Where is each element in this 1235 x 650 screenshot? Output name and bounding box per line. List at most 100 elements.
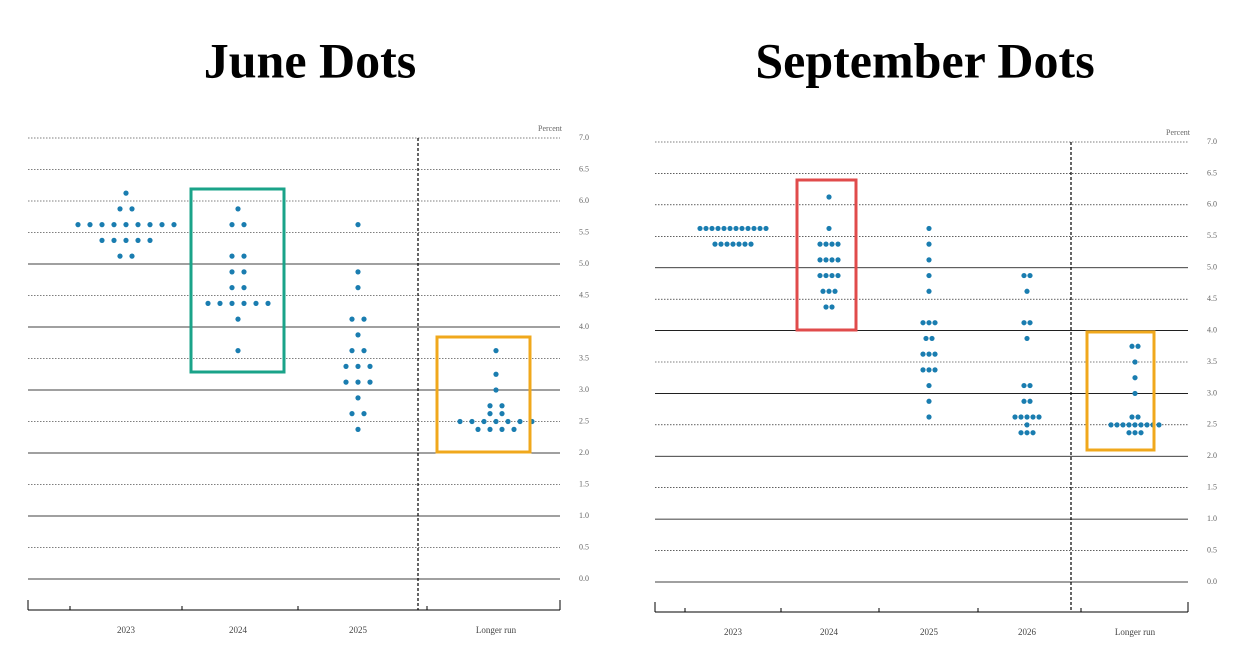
y-tick-label: 2.5 [1207,420,1217,429]
dot [829,272,835,279]
dot [1144,422,1150,428]
dot [926,351,932,357]
x-tick-label: 2024 [229,625,248,635]
dot [932,367,938,373]
dot [926,225,932,232]
dot [1024,422,1030,428]
dot [926,367,932,373]
dot [235,348,241,354]
dot [123,222,129,228]
dot [349,348,355,354]
y-tick-label: 5.5 [1207,231,1217,240]
dot [1132,422,1138,428]
dot [1135,343,1141,349]
dot [511,426,517,432]
x-tick-label: 2025 [920,627,939,637]
dot [253,300,259,306]
dot [1027,398,1033,404]
dot [932,320,938,326]
x-tick-label: Longer run [1115,627,1156,637]
dot [823,241,829,247]
dot [1021,382,1027,389]
dot [117,253,123,259]
dot [748,241,754,247]
dot [829,241,835,247]
dot [1024,414,1030,420]
dot [481,418,487,425]
dot [171,222,177,228]
y-tick-label: 3.5 [1207,357,1217,366]
dot [1021,398,1027,404]
dot [1126,430,1132,436]
dot [355,332,361,338]
dot [923,335,929,342]
dot [1012,414,1018,420]
x-tick-label: Longer run [476,625,517,635]
dot [235,206,241,212]
highlight-box [795,178,858,332]
dot [517,418,523,425]
dot [1114,422,1120,428]
dot [826,225,832,232]
dot [241,269,247,275]
dot [1108,422,1114,428]
dot [920,351,926,357]
dot [926,272,932,279]
dot [733,225,739,232]
dot [355,222,361,228]
dot [1027,382,1033,389]
y-tick-label: 4.0 [1207,325,1217,334]
dot [1027,272,1033,279]
dot [817,257,823,263]
y-tick-label: 1.0 [1207,514,1217,523]
y-tick-label: 1.5 [1207,483,1217,492]
dot [355,285,361,291]
y-tick-label: 4.5 [579,290,589,299]
y-tick-label: 3.5 [579,353,589,362]
dot [926,320,932,326]
y-tick-label: 0.5 [579,542,589,551]
dot [1030,414,1036,420]
dot [355,426,361,432]
dot [1024,288,1030,294]
dot [1018,430,1024,436]
y-tick-label: 6.0 [579,196,589,205]
y-tick-label: 1.0 [579,511,589,520]
dot [920,320,926,326]
dot [135,222,141,228]
dot [1036,414,1042,420]
dot [1120,422,1126,428]
dot [1021,320,1027,326]
y-axis-label: Percent [1166,128,1191,137]
y-tick-label: 0.5 [1207,545,1217,554]
dot [757,225,763,232]
dot [99,222,105,228]
dot [920,367,926,373]
dot [349,411,355,417]
dot [367,363,373,369]
y-tick-label: 4.0 [579,322,589,331]
dot [1030,430,1036,436]
dot [241,300,247,306]
dot [265,300,271,306]
dot [697,225,703,232]
dot [123,237,129,243]
dot [117,206,123,212]
dot [926,398,932,404]
dot [1132,359,1138,365]
dot [817,241,823,247]
y-tick-label: 2.0 [579,448,589,457]
dot [355,269,361,275]
dot [487,411,493,417]
dot [493,348,499,354]
x-tick-label: 2026 [1018,627,1037,637]
dot [1132,430,1138,436]
dot [730,241,736,247]
dot [712,241,718,247]
dot [205,300,211,306]
x-tick-label: 2024 [820,627,839,637]
dot [469,418,475,425]
dot [1027,320,1033,326]
x-tick-label: 2023 [117,625,136,635]
